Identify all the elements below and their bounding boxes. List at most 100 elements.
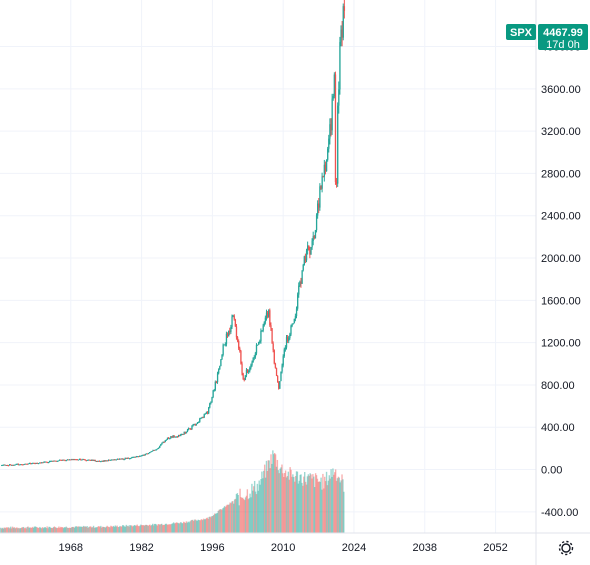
volume-bar [176,522,178,533]
volume-bar [314,473,317,533]
volume-bar [259,484,261,533]
volume-bar [255,494,258,533]
x-tick-label: 1968 [59,542,83,554]
volume-bar [244,497,247,533]
candle-body [145,453,148,455]
volume-bar [263,464,266,533]
volume-bar [0,527,2,533]
candle-body [58,459,61,461]
volume-bar [211,516,213,533]
candle-body [343,6,346,11]
candle-body [335,181,338,184]
candle-body [301,270,303,284]
volume-bar [212,516,214,533]
candle-body [10,464,12,466]
volume-bar [106,525,108,533]
volume-bar [6,527,8,533]
volume-bar [36,527,38,533]
candle-body [91,459,93,461]
volume-bar [101,526,104,533]
volume-bar [273,454,275,533]
volume-bar [200,519,202,533]
volume-bar [118,526,120,533]
candle-body [150,451,152,453]
volume-bar [313,476,315,533]
candle-body [90,459,92,461]
candle-body [46,462,49,464]
volume-bar [324,481,327,533]
candle-body [34,463,36,465]
volume-bar [156,525,158,533]
volume-bar [307,474,310,533]
volume-bar [261,471,263,533]
volume-bar [50,527,52,533]
candle-body [26,463,28,465]
settings-gear-icon[interactable] [558,540,574,556]
volume-bar [22,526,25,533]
volume-bar [82,525,85,533]
volume-bar [298,480,300,533]
candle-body [338,89,340,106]
x-axis[interactable]: 1968 1982 1996 2010 2024 2038 2052 [0,532,590,554]
candle-body [292,323,294,325]
candle-body [251,361,253,366]
volume-bar [207,518,209,533]
volume-bar [20,528,22,533]
volume-bar [120,526,122,533]
volume-bar [60,526,62,533]
y-tick-label: 800.00 [541,380,575,392]
volume-bar [111,526,114,533]
candle-body [186,429,189,432]
volume-bar [280,467,282,533]
volume-bar [151,524,153,533]
volume-bar [89,526,91,533]
candle-body [210,402,212,404]
candle-body [289,334,291,339]
volume-bar [178,523,180,533]
volume-bar [210,517,212,533]
volume-bar [56,528,58,533]
candle-body [44,461,46,463]
candle-body [17,463,20,466]
candle-body [121,458,123,460]
volume-bar [68,527,70,533]
candle-body [295,308,298,317]
volume-bar [172,523,174,533]
candle-body [221,354,223,360]
candle-body [215,381,218,383]
volume-bar [297,483,300,533]
candle-body [117,458,120,460]
candle-body [242,373,244,380]
volume-bar [295,471,298,533]
volume-bar [87,527,89,533]
volume-bar [51,528,54,533]
volume-bar [109,527,111,533]
candle-body [45,461,47,463]
candle-body [27,463,30,465]
volume-bar [16,527,18,533]
volume-series [0,450,345,533]
candle-body [103,460,105,462]
volume-bar [54,527,57,533]
volume-bar [262,478,264,533]
candle-body [318,203,320,208]
volume-bar [324,476,326,533]
volume-bar [334,469,337,533]
volume-bar [7,527,9,533]
candle-body [110,459,112,461]
volume-bar [256,483,259,533]
candle-body [245,369,248,376]
volume-bar [74,526,77,533]
y-axis[interactable]: 4000.003600.003200.002800.002400.002000.… [535,0,581,565]
candle-body [342,6,344,38]
candle-body [194,424,196,426]
volume-bar [77,526,79,533]
volume-bar [186,522,188,533]
volume-bar [67,527,69,533]
candle-body [77,459,80,461]
volume-bar [124,526,127,533]
volume-bar [64,527,67,533]
candle-body [250,365,252,368]
candle-body [149,452,151,454]
